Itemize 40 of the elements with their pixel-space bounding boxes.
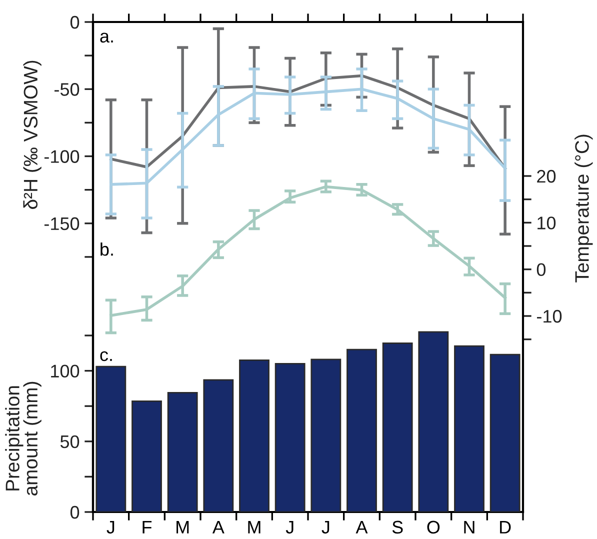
y-tick-label: -50 (54, 83, 80, 96)
y3-tick-label: 100 (51, 364, 80, 378)
annotation: a. (100, 32, 113, 43)
y2-tick-label: 0 (536, 263, 546, 276)
x-tick-label: J (322, 520, 330, 534)
y3-tick-label: 50 (60, 435, 80, 448)
y2-tick-label: 20 (537, 170, 556, 183)
bar (132, 400, 162, 512)
x-tick-label: M (176, 520, 189, 534)
bar (239, 360, 270, 512)
y3-axis-title: Precipitation amount (mm) (5, 382, 42, 496)
y-axis-title: δ²H (‰ VSMOW) (23, 60, 42, 209)
x-tick-label: O (427, 520, 440, 534)
y2-tick-label: -10 (536, 310, 562, 323)
bar (203, 379, 234, 512)
x-tick-label: A (212, 520, 224, 534)
y-tick-label: 0 (70, 16, 80, 29)
bar (382, 342, 413, 512)
bar (418, 331, 449, 512)
y2-tick-label: 10 (538, 216, 556, 230)
bar (310, 358, 342, 512)
bar (454, 345, 484, 512)
x-tick-label: D (500, 520, 511, 534)
x-tick-label: J (106, 520, 114, 534)
y2-axis-title: Temperature (°C) (574, 134, 593, 282)
annotation: b. (100, 242, 113, 256)
y-tick-label: -100 (44, 150, 80, 163)
x-tick-label: A (356, 520, 368, 534)
x-tick-label: M (248, 520, 260, 534)
bar (167, 392, 198, 512)
bar (96, 366, 126, 512)
x-tick-label: J (286, 520, 294, 534)
bar (490, 354, 520, 512)
bar (346, 348, 377, 512)
annotation: c. (100, 351, 112, 362)
y-tick-label: -150 (44, 217, 80, 230)
x-tick-label: F (142, 520, 152, 534)
x-tick-label: S (392, 520, 403, 534)
x-tick-label: N (464, 520, 474, 534)
bar (274, 363, 306, 512)
